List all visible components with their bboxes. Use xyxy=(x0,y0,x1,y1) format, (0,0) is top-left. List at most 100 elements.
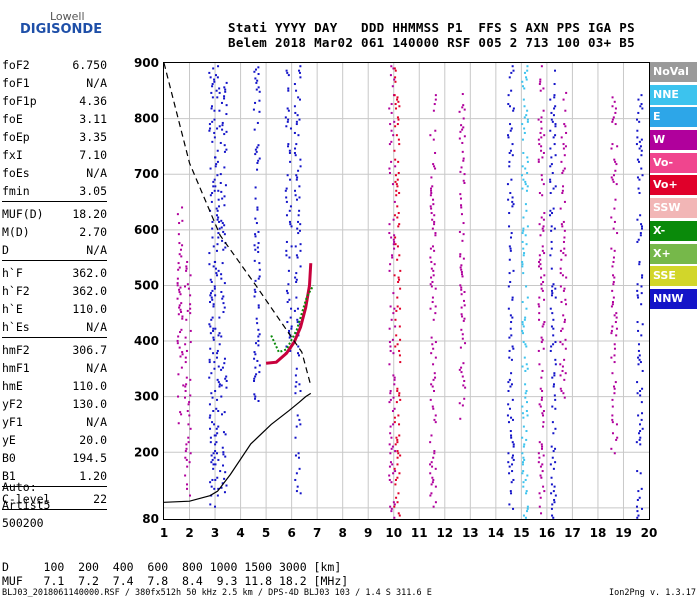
echo-point xyxy=(217,216,220,219)
echo-point xyxy=(398,254,401,257)
echo-point xyxy=(508,349,511,352)
echo-point xyxy=(298,354,301,357)
echo-point xyxy=(285,196,288,199)
param-name: yF1 xyxy=(2,415,23,429)
echo-point xyxy=(186,487,189,490)
echo-point xyxy=(185,443,188,446)
echo-point xyxy=(521,165,524,168)
echo-point xyxy=(639,361,642,364)
echo-point xyxy=(526,109,529,112)
echo-point xyxy=(521,123,524,126)
echo-point xyxy=(298,229,301,232)
echo-point xyxy=(181,244,184,247)
echo-point xyxy=(460,366,463,369)
echo-point xyxy=(537,118,540,121)
echo-point xyxy=(180,255,183,258)
echo-point xyxy=(523,356,526,359)
echo-point xyxy=(287,145,290,148)
echo-point xyxy=(389,123,392,126)
echo-point xyxy=(393,274,396,277)
echo-point xyxy=(611,398,614,401)
echo-point xyxy=(392,243,395,246)
echo-point xyxy=(285,214,288,217)
echo-point xyxy=(430,483,433,486)
echo-point xyxy=(563,236,566,239)
echo-point xyxy=(430,383,433,386)
echo-point xyxy=(521,80,524,83)
echo-point xyxy=(285,187,288,190)
echo-point xyxy=(393,120,396,123)
echo-point xyxy=(540,120,543,123)
echo-point xyxy=(185,269,188,272)
echo-point xyxy=(289,349,292,352)
echo-point xyxy=(211,316,214,319)
y-tick-label: 200 xyxy=(134,445,159,459)
echo-point xyxy=(212,180,215,183)
echo-point xyxy=(563,321,566,324)
legend-item-nne: NNE xyxy=(650,84,697,105)
echo-point xyxy=(542,225,545,228)
echo-point xyxy=(177,313,180,316)
echo-point xyxy=(509,327,512,330)
echo-point xyxy=(614,107,617,110)
echo-point xyxy=(223,150,226,153)
echo-point xyxy=(613,100,616,103)
echo-trace xyxy=(393,67,402,517)
echo-point xyxy=(216,209,219,212)
echo-point xyxy=(298,71,301,74)
echo-point xyxy=(522,272,525,275)
echo-point xyxy=(521,412,524,415)
echo-point xyxy=(295,143,298,146)
echo-point xyxy=(253,379,256,382)
echo-point xyxy=(213,285,216,288)
echo-point xyxy=(636,294,639,297)
echo-point xyxy=(461,375,464,378)
echo-point xyxy=(184,385,187,388)
echo-point xyxy=(508,272,511,275)
echo-point xyxy=(288,329,291,332)
echo-point xyxy=(394,174,397,177)
echo-point xyxy=(429,494,432,497)
echo-point xyxy=(214,389,217,392)
echo-point xyxy=(560,160,563,163)
echo-point xyxy=(223,477,226,480)
electron-density-profile xyxy=(163,392,312,503)
echo-point xyxy=(459,197,462,200)
echo-point xyxy=(554,125,557,128)
echo-point xyxy=(638,496,641,499)
echo-point xyxy=(219,173,222,176)
echo-point xyxy=(213,361,216,364)
ionogram-chart xyxy=(163,62,649,521)
echo-point xyxy=(287,87,290,90)
echo-point xyxy=(507,136,510,139)
echo-point xyxy=(258,99,261,102)
echo-point xyxy=(521,332,524,335)
echo-point xyxy=(550,294,553,297)
echo-point xyxy=(562,98,565,101)
echo-point xyxy=(390,111,393,114)
echo-point xyxy=(394,243,397,246)
echo-point xyxy=(181,353,184,356)
echo-point xyxy=(552,432,555,435)
echo-point xyxy=(392,501,395,504)
echo-point xyxy=(510,334,513,337)
echo-point xyxy=(179,293,182,296)
echo-point xyxy=(429,187,432,190)
echo-point xyxy=(212,338,215,341)
echo-point xyxy=(550,492,553,495)
echo-point xyxy=(210,485,213,488)
echo-point xyxy=(559,374,562,377)
echo-point xyxy=(510,416,513,419)
echo-point xyxy=(217,487,220,490)
echo-point xyxy=(216,378,219,381)
echo-point xyxy=(564,254,567,257)
echo-point xyxy=(554,287,557,290)
echo-point xyxy=(217,365,220,368)
echo-point xyxy=(542,229,545,232)
param-name: fxI xyxy=(2,148,23,162)
echo-point xyxy=(560,223,563,226)
echo-point xyxy=(398,278,401,281)
echo-point xyxy=(215,214,218,217)
echo-point xyxy=(610,329,613,332)
echo-point xyxy=(298,185,301,188)
